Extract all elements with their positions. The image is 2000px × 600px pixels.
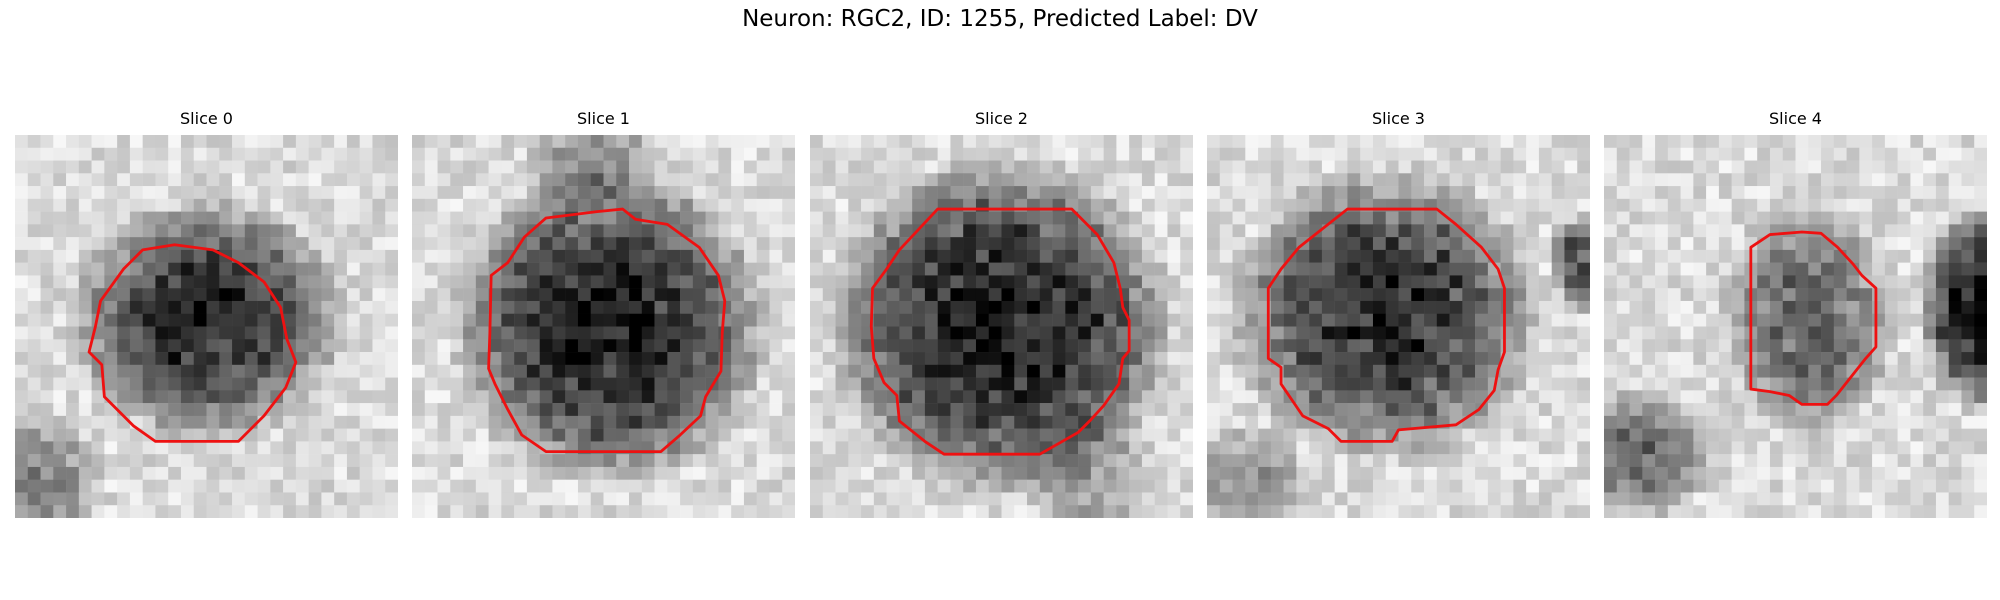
segmentation-outline-2 — [869, 207, 1131, 456]
figure-title: Neuron: RGC2, ID: 1255, Predicted Label:… — [742, 6, 1258, 32]
slice-title-2: Slice 2 — [975, 109, 1028, 128]
slice-image-3 — [1207, 135, 1590, 518]
slice-title-1: Slice 1 — [577, 109, 630, 128]
segmentation-outline-0 — [87, 243, 298, 443]
slice-title-0: Slice 0 — [180, 109, 233, 128]
slice-title-3: Slice 3 — [1372, 109, 1425, 128]
segmentation-outline-3 — [1266, 207, 1506, 443]
segmentation-outline-1 — [487, 207, 727, 454]
slice-image-4 — [1604, 135, 1987, 518]
slice-image-2 — [810, 135, 1193, 518]
slice-title-4: Slice 4 — [1769, 109, 1822, 128]
segmentation-outline-4 — [1749, 230, 1878, 406]
slice-image-1 — [412, 135, 795, 518]
slice-image-0 — [15, 135, 398, 518]
